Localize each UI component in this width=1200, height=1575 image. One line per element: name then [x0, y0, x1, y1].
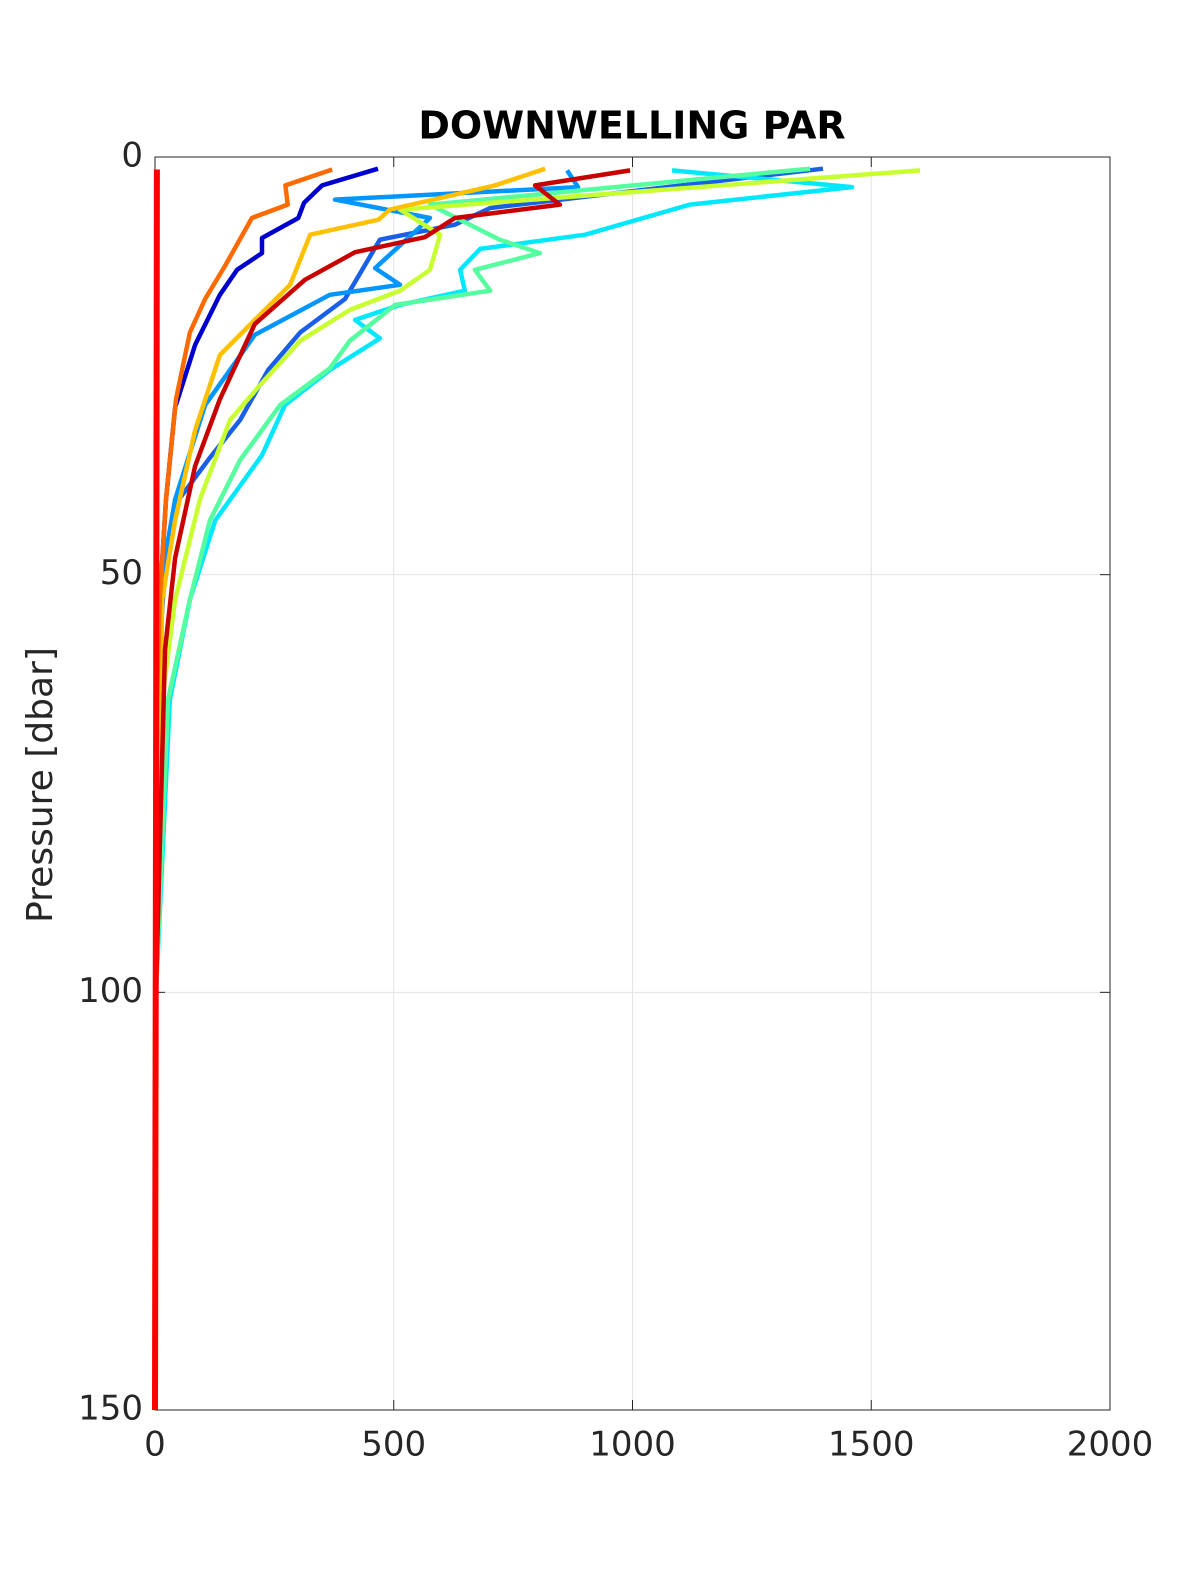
x-tick-label: 2000 — [1067, 1425, 1154, 1465]
profile-line — [153, 166, 546, 993]
x-tick-label: 0 — [144, 1425, 166, 1465]
x-tick-label: 1500 — [828, 1425, 915, 1465]
y-tick-label: 0 — [121, 136, 143, 176]
profile-line — [153, 168, 921, 993]
profile-line — [153, 169, 581, 993]
chart-title: DOWNWELLING PAR — [418, 104, 845, 148]
profile-line — [153, 166, 811, 993]
x-tick-label: 1000 — [589, 1425, 676, 1465]
profile-line — [153, 168, 631, 993]
y-axis-label: Pressure [dbar] — [20, 647, 61, 923]
profile-line — [153, 168, 855, 993]
y-tick-label: 100 — [78, 971, 143, 1011]
x-tick-label: 500 — [361, 1425, 426, 1465]
profile-line — [153, 167, 333, 993]
y-tick-label: 150 — [78, 1389, 143, 1429]
y-tick-label: 50 — [100, 553, 143, 593]
profile-line — [152, 169, 160, 1411]
